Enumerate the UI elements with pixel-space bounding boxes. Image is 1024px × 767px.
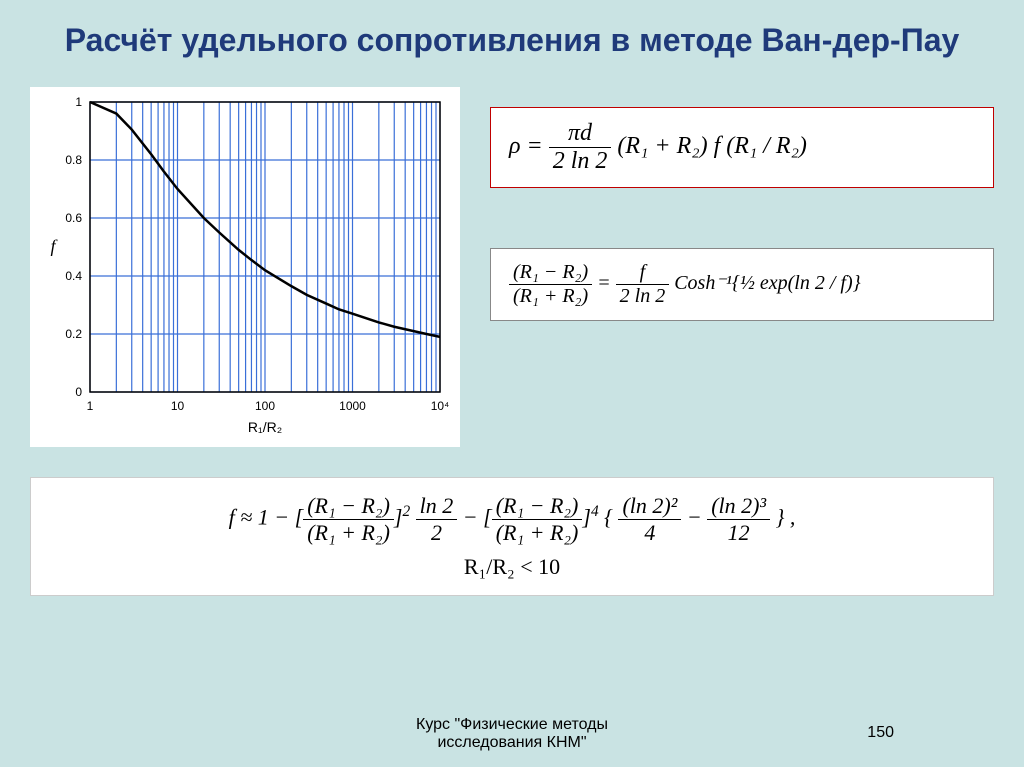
svg-text:1: 1 [87,399,94,413]
f2-eq: = [597,272,616,294]
slide-title: Расчёт удельного сопротивления в методе … [30,20,994,62]
svg-text:0.8: 0.8 [65,153,82,167]
formula-approx: f ≈ 1 − [ (R₁ − R₂) (R₁ + R₂) ]2 ln 2 2 … [30,477,994,596]
svg-text:f: f [50,236,58,256]
f3-condition: R₁/R₂ < 10 [51,554,973,580]
svg-text:100: 100 [255,399,275,413]
svg-text:R₁/R₂: R₁/R₂ [248,419,282,435]
f2-tail: Cosh⁻¹{½ exp(ln 2 / f)} [674,272,860,294]
f1-suffix: (R₁ + R₂) f (R₁ / R₂) [617,133,807,159]
f1-frac: πd 2 ln 2 [549,120,612,175]
svg-text:1: 1 [75,95,82,109]
svg-text:10⁴: 10⁴ [431,399,450,413]
formula-cosh: (R₁ − R₂) (R₁ + R₂) = f 2 ln 2 Cosh⁻¹{½ … [490,248,994,321]
chart-container: 0 0.2 0.4 0.6 0.8 1 1 10 100 1000 10⁴ f R₁/R₂ [30,87,460,447]
svg-text:0: 0 [75,385,82,399]
svg-text:0.2: 0.2 [65,327,82,341]
formulas-column: ρ = πd 2 ln 2 (R₁ + R₂) f (R₁ / R₂) (R₁ … [490,87,994,321]
svg-text:0.4: 0.4 [65,269,82,283]
f2-rhs: f 2 ln 2 [616,261,670,308]
chart-svg: 0 0.2 0.4 0.6 0.8 1 1 10 100 1000 10⁴ f R₁/R₂ [35,92,455,442]
footer-course: Курс "Физические методы исследования КНМ… [416,716,608,752]
slide: Расчёт удельного сопротивления в методе … [0,0,1024,767]
content-row: 0 0.2 0.4 0.6 0.8 1 1 10 100 1000 10⁴ f R₁/R₂ ρ = πd… [30,87,994,447]
f3-line: f ≈ 1 − [ (R₁ − R₂) (R₁ + R₂) ]2 ln 2 2 … [51,493,973,546]
svg-text:1000: 1000 [339,399,366,413]
formula-rho: ρ = πd 2 ln 2 (R₁ + R₂) f (R₁ / R₂) [490,107,994,188]
svg-text:10: 10 [171,399,185,413]
f2-lhs: (R₁ − R₂) (R₁ + R₂) [509,261,592,308]
svg-text:0.6: 0.6 [65,211,82,225]
page-number: 150 [867,724,894,742]
f1-prefix: ρ = [509,133,549,159]
chart: 0 0.2 0.4 0.6 0.8 1 1 10 100 1000 10⁴ f R₁/R₂ [35,92,455,442]
